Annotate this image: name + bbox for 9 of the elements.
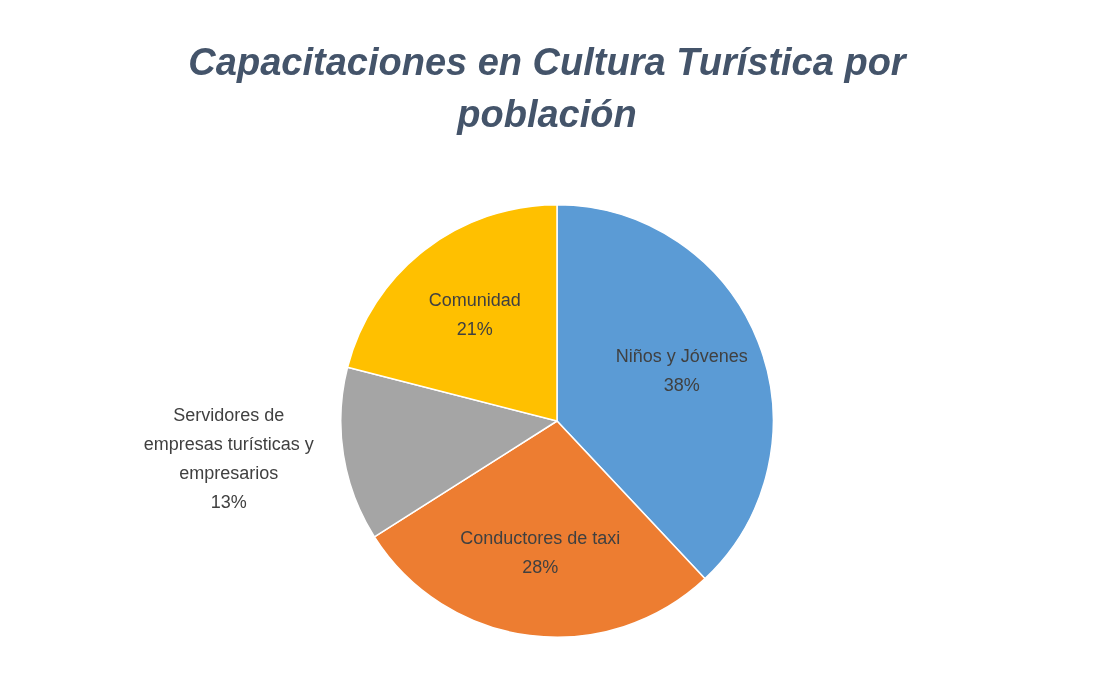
slice-label: Niños y Jóvenes (615, 346, 748, 367)
data-label: 38% (663, 375, 700, 396)
data-label: 13% (210, 491, 247, 512)
slice-label: Conductores de taxi (460, 528, 621, 549)
chart-title: Capacitaciones en Cultura Turística por población (187, 40, 909, 137)
slice-label: Servidores de empresas turísticas y empresarios (143, 404, 314, 483)
slice-label: Comunidad (428, 289, 521, 310)
data-label: 21% (456, 318, 493, 339)
data-label: 28% (522, 557, 559, 578)
